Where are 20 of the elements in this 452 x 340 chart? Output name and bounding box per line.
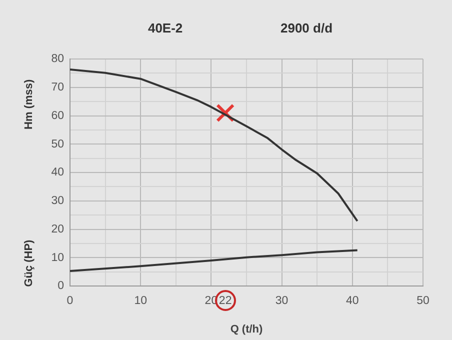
x-tick-label: 22: [218, 295, 232, 308]
x-tick-label: 50: [416, 295, 430, 308]
x-tick-label: 40: [346, 295, 359, 308]
y-tick-label: 70: [51, 82, 64, 94]
y-axis-title: Hm (mss): [23, 79, 36, 130]
x-tick-label: 10: [134, 295, 147, 308]
y-tick-label: 30: [51, 195, 64, 208]
text: Güç (HP): [23, 239, 36, 287]
chart-subtitle: 2900 d/d: [280, 20, 333, 36]
x-axis-title: Q (t/h): [230, 323, 264, 336]
y-tick-label: 40: [51, 166, 64, 179]
y-tick-label: 50: [51, 138, 64, 150]
y-tick-label: 20: [51, 223, 64, 236]
x-tick-label: 0: [66, 295, 74, 308]
y-tick-label: 80: [51, 53, 64, 66]
x-tick-label: 30: [275, 295, 288, 308]
chart-title: 40E-2: [148, 20, 183, 36]
y-tick-label: 60: [51, 110, 64, 122]
y-tick-label: 0: [58, 280, 64, 292]
y-tick-label: 10: [51, 252, 64, 264]
